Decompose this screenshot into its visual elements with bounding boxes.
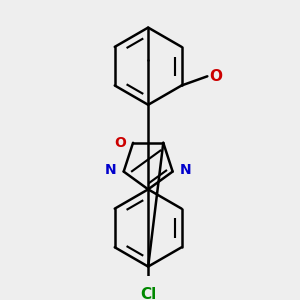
Text: Cl: Cl xyxy=(140,287,156,300)
Text: N: N xyxy=(105,163,116,177)
Text: O: O xyxy=(209,69,222,84)
Text: N: N xyxy=(180,163,192,177)
Text: O: O xyxy=(114,136,126,150)
